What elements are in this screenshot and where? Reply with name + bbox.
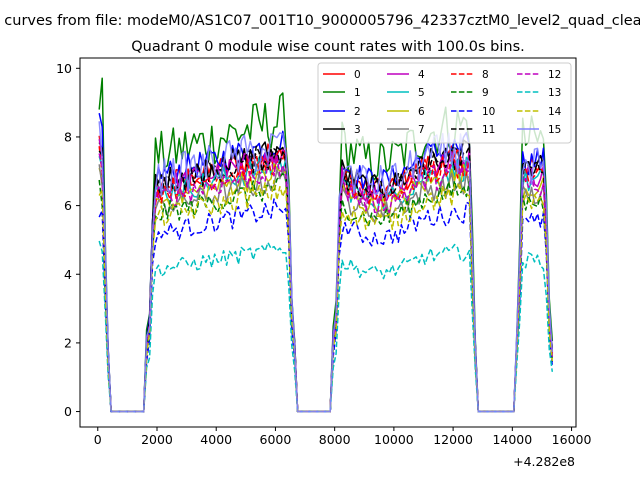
x-tick-label: 2000: [141, 432, 173, 447]
y-axis: 0 2 4 6 8 10: [56, 61, 80, 419]
legend-label-12: 12: [548, 69, 561, 81]
legend-box: [317, 62, 572, 144]
y-tick-label: 2: [64, 335, 72, 350]
x-tick-label: 6000: [260, 432, 292, 447]
y-tick-label: 8: [64, 129, 72, 144]
x-tick-label: 14000: [492, 432, 532, 447]
legend-label-0: 0: [354, 69, 361, 81]
axes-frame: [79, 57, 577, 428]
x-offset-label: +4.282e8: [513, 454, 575, 469]
legend-label-11: 11: [482, 124, 495, 136]
legend-label-5: 5: [418, 87, 425, 99]
x-tick-label: 10000: [374, 432, 414, 447]
x-axis: 0 2000 4000 6000 8000 10000 12000 14000 16000: [94, 427, 592, 447]
legend-label-13: 13: [548, 87, 561, 99]
legend-label-3: 3: [354, 124, 361, 136]
legend-label-15: 15: [548, 124, 561, 136]
y-tick-label: 6: [64, 198, 72, 213]
series-layer: [98, 77, 554, 413]
x-tick-label: 4000: [200, 432, 232, 447]
x-tick-label: 16000: [552, 432, 592, 447]
legend-label-10: 10: [482, 106, 495, 118]
legend-label-9: 9: [482, 87, 489, 99]
x-tick-label: 12000: [433, 432, 473, 447]
legend-label-1: 1: [354, 87, 361, 99]
y-tick-label: 4: [64, 267, 72, 282]
legend-label-7: 7: [418, 124, 425, 136]
x-tick-label: 8000: [319, 432, 351, 447]
series-line-15: [98, 121, 554, 413]
legend-label-14: 14: [548, 106, 562, 118]
y-tick-label: 10: [56, 61, 72, 76]
legend-label-2: 2: [354, 106, 361, 118]
x-tick-label: 0: [94, 432, 102, 447]
legend-label-4: 4: [418, 69, 425, 81]
axes-title: Quadrant 0 module wise count rates with …: [131, 39, 525, 55]
legend-label-8: 8: [482, 69, 489, 81]
y-tick-label: 0: [64, 404, 72, 419]
legend-label-6: 6: [418, 106, 425, 118]
figure-suptitle: Light curves from file: modeM0/AS1C07_00…: [0, 13, 640, 29]
